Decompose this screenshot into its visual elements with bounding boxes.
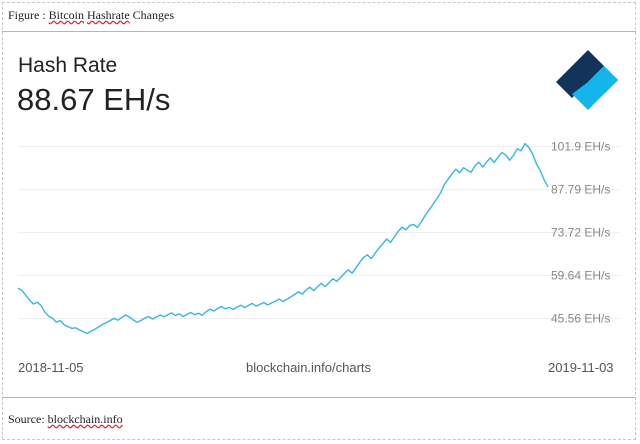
- x-axis-end-label: 2019-11-03: [548, 360, 614, 375]
- source-caption: Source: blockchain.info: [8, 412, 123, 427]
- caption-word-hashrate: Hashrate: [87, 8, 130, 22]
- source-site: blockchain.info: [47, 412, 123, 426]
- caption-word-bitcoin: Bitcoin: [48, 8, 85, 22]
- figure-frame: [2, 2, 636, 440]
- source-prefix: Source:: [8, 412, 48, 426]
- y-tick-label: 45.56 EH/s: [551, 311, 610, 325]
- blockchain-logo-icon: [556, 50, 618, 110]
- figure-caption: Figure : Bitcoin Hashrate Changes: [8, 8, 174, 23]
- caption-prefix: Figure :: [8, 8, 49, 22]
- hash-rate-series-line: [17, 142, 549, 335]
- y-tick-label: 101.9 EH/s: [551, 140, 610, 154]
- caption-divider: [2, 31, 636, 32]
- chart-source-link[interactable]: blockchain.info/charts: [246, 360, 372, 375]
- chart-grid: [18, 146, 620, 319]
- source-divider: [2, 397, 636, 398]
- metric-name: Hash Rate: [18, 54, 118, 77]
- y-tick-label: 87.79 EH/s: [551, 183, 610, 197]
- caption-rest: Changes: [129, 8, 174, 22]
- y-tick-label: 59.64 EH/s: [551, 269, 610, 283]
- x-axis-start-label: 2018-11-05: [18, 360, 84, 375]
- metric-value: 88.67 EH/s: [17, 82, 171, 117]
- y-tick-label: 73.72 EH/s: [551, 226, 610, 240]
- y-axis-ticks: 45.56 EH/s 59.64 EH/s 73.72 EH/s 87.79 EH/s…: [551, 140, 610, 326]
